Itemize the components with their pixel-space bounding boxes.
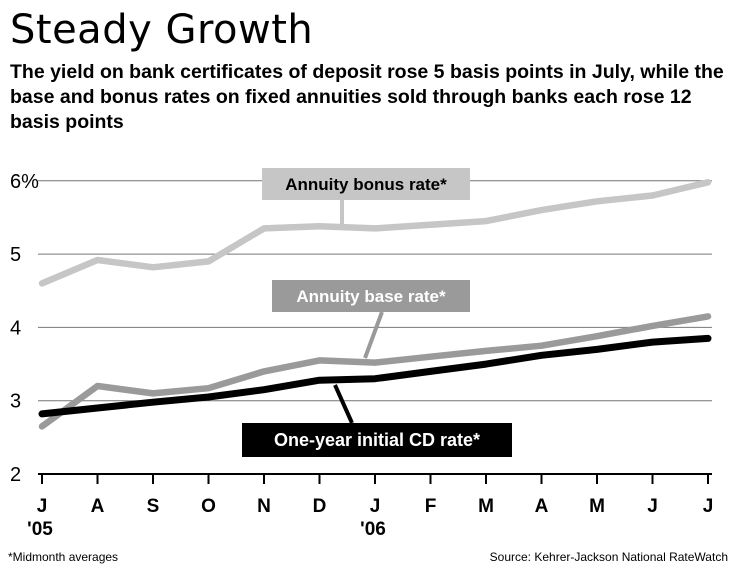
leader-line bbox=[333, 384, 354, 424]
y-tick-label: 2 bbox=[10, 464, 21, 486]
y-tick-label: 3 bbox=[10, 391, 21, 413]
year-label: '05 bbox=[27, 519, 53, 540]
chart-subtitle: The yield on bank certificates of deposi… bbox=[10, 61, 724, 133]
series-label-2: Annuity base rate* bbox=[272, 280, 470, 359]
series-line-3 bbox=[38, 334, 712, 418]
label-text: One-year initial CD rate* bbox=[274, 430, 480, 450]
x-tick-label: J bbox=[647, 496, 658, 517]
x-tick-label: A bbox=[535, 496, 549, 517]
year-label: '06 bbox=[360, 519, 386, 540]
leader-line bbox=[363, 311, 384, 359]
series-layer bbox=[38, 179, 712, 430]
x-tick-label: S bbox=[147, 496, 160, 517]
x-tick-label: J bbox=[703, 496, 714, 517]
x-tick-label: M bbox=[589, 496, 605, 517]
footnote: *Midmonth averages bbox=[8, 550, 119, 564]
series-label-1: Annuity bonus rate* bbox=[262, 168, 470, 224]
series-labels: Annuity bonus rate* Annuity base rate* One… bbox=[242, 168, 512, 457]
label-text: Annuity bonus rate* bbox=[285, 175, 447, 194]
x-tick-label: N bbox=[257, 496, 271, 517]
y-tick-label: 6% bbox=[10, 171, 39, 193]
source-credit: Source: Kehrer-Jackson National RateWatc… bbox=[489, 550, 728, 564]
x-tick-label: J bbox=[37, 496, 48, 517]
chart-title: Steady Growth bbox=[10, 7, 314, 53]
x-tick-label: M bbox=[478, 496, 494, 517]
y-tick-label: 4 bbox=[10, 317, 21, 339]
y-tick-label: 5 bbox=[10, 244, 21, 266]
label-box bbox=[272, 280, 470, 312]
x-tick-label: J bbox=[370, 496, 381, 517]
label-text: Annuity base rate* bbox=[296, 287, 446, 306]
x-tick-label: F bbox=[425, 496, 437, 517]
x-tick-label: O bbox=[201, 496, 216, 517]
label-box bbox=[242, 423, 512, 457]
series-label-3: One-year initial CD rate* bbox=[242, 384, 512, 457]
x-tick-label: A bbox=[91, 496, 105, 517]
x-tick-label: D bbox=[313, 496, 327, 517]
label-box bbox=[262, 168, 470, 200]
